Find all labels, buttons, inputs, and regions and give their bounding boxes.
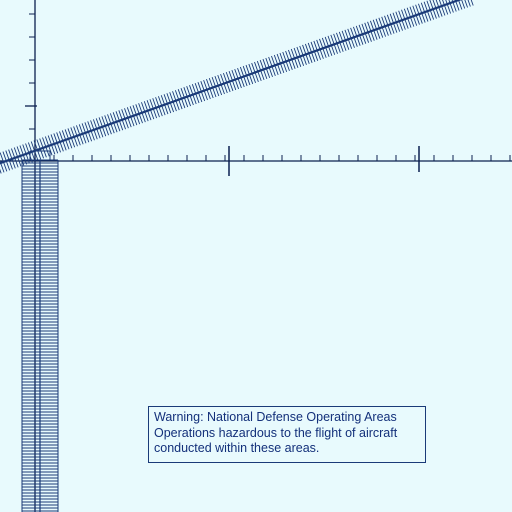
boundary-hatch (0, 168, 2, 174)
warning-line-3: conducted within these areas. (154, 441, 320, 455)
boundary-hatch (467, 0, 471, 7)
warning-note: Warning: National Defense Operating Area… (148, 406, 426, 463)
diagonal-boundary-band (0, 0, 474, 174)
vertical-boundary-band (21, 150, 59, 512)
boundary-hatch (461, 0, 466, 9)
warning-line-2: Operations hazardous to the flight of ai… (154, 425, 398, 440)
boundary-hatch (470, 0, 474, 6)
restricted-area-boundaries (0, 0, 474, 512)
longitude-ticks (25, 13, 37, 130)
warning-line-1: Warning: National Defense Operating Area… (154, 410, 397, 424)
latitude-ticks (53, 146, 511, 176)
boundary-hatch (464, 0, 468, 8)
boundary-centerline (0, 0, 463, 165)
